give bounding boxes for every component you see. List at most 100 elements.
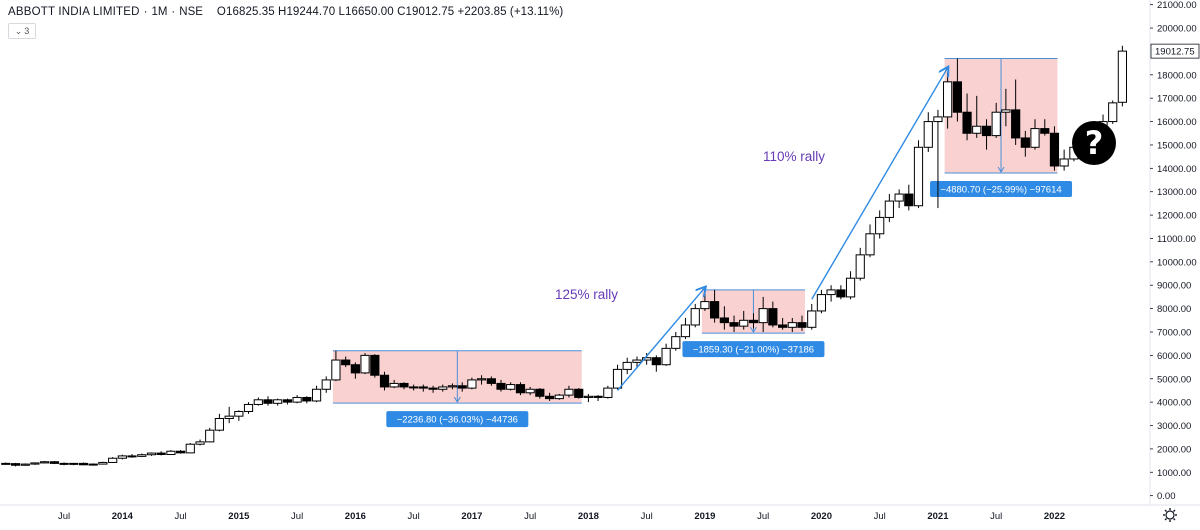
candle-body [166,450,176,455]
candle-body [865,233,875,256]
interval-label[interactable]: 1M [151,6,168,18]
candle-body [409,386,419,389]
candle-body [525,388,535,394]
candle-body [156,452,166,456]
candle-body [544,395,555,400]
candle-body [797,322,807,328]
candle-body [515,384,526,394]
gear-icon-tooth [1164,518,1167,521]
candle-body [768,308,778,326]
x-tick-label: Jul [291,511,303,522]
range-box-measure-arrow-1 [453,396,461,404]
candle-body [603,387,613,398]
question-mark-icon [1072,121,1116,165]
x-tick-label: 2018 [578,511,599,522]
candle-body [418,386,428,389]
x-tick-label: 2022 [1044,511,1065,522]
ohlc-readout: O16825.35 H19244.70 L16650.00 C19012.75 … [217,6,563,18]
candle-body [88,463,98,466]
indicators-toggle-button[interactable]: ⌄ 3 [8,23,36,39]
open-value: 16825.35 [225,6,275,18]
candle-body [49,461,60,464]
candle-body [360,354,370,374]
y-tick-label: 10000.00 [1157,257,1197,268]
candle-body [1117,50,1127,103]
candle-body [1001,109,1011,113]
x-tick-label: Jul [990,511,1002,522]
candle-body [108,457,118,463]
candle-body [787,322,797,328]
candle-body [292,396,302,403]
candle-body [894,193,904,202]
high-value: 19244.70 [286,6,336,18]
change-value: +2203.85 (+13.11%) [457,6,564,18]
y-tick-label: 6000.00 [1157,351,1191,362]
candle-body [350,364,360,374]
question-mark-glyph: ? [1085,124,1104,162]
y-tick-label: 13000.00 [1157,187,1197,198]
candle-body [913,146,924,207]
candle-body [370,354,380,376]
chart-header: ABBOTT INDIA LIMITED · 1M · NSE O16825.3… [8,4,563,20]
x-tick-label: Jul [641,511,653,522]
candle-body [758,308,768,324]
dot-sep-1: · [143,6,148,18]
y-tick-label: 5000.00 [1157,374,1191,385]
candle-body [671,336,681,349]
y-tick-label: 8000.00 [1157,304,1191,315]
candle-body [661,347,671,366]
y-tick-label: 9000.00 [1157,281,1191,292]
candle-body [709,301,720,319]
candle-body [564,388,574,396]
candle-body [554,394,564,400]
indicator-count: 3 [24,26,30,36]
candle-body [78,462,89,466]
candle-body [185,443,195,454]
candle-body [933,116,943,123]
rally-label-2: 110% rally [763,149,825,164]
candle-body [972,125,982,134]
candle-body [321,379,331,390]
symbol-name[interactable]: ABBOTT INDIA LIMITED [8,6,140,18]
candle-body [506,384,516,390]
candle-body [612,368,623,389]
chevron-down-icon: ⌄ [14,25,23,36]
candle-body [739,319,749,327]
candle-body [137,454,147,457]
rally-arrow-2 [811,68,948,300]
candle-body [836,289,846,298]
candle-body [117,455,127,459]
candle-body [855,254,865,279]
x-tick-label: 2020 [811,511,832,522]
candle-body [98,461,108,465]
y-tick-label: 3000.00 [1157,421,1191,432]
high-label: H [278,6,287,18]
candle-body [127,455,137,458]
candle-body [845,277,856,298]
range-box-label-bg-3 [930,181,1073,198]
range-box-label-3: −4880.70 (−25.99%) −97614 [940,185,1061,196]
candle-body [40,461,50,464]
candle-body [816,294,827,312]
x-tick-label: 2014 [112,511,134,522]
x-tick-label: Jul [175,511,187,522]
candle-body [923,121,933,148]
candle-body [1020,137,1030,148]
candle-body [341,359,351,366]
candle-body [981,125,992,137]
annotations-layer: 125% rally 110% rally? [555,68,1116,391]
candle-body [943,81,953,118]
range-box-label-bg-1 [386,411,529,428]
candle-body [1108,102,1118,123]
candle-body [59,462,69,465]
y-tick-label: 1000.00 [1157,468,1191,479]
candle-body [535,388,545,397]
candle-body [69,462,79,465]
range-box-label-bg-2 [682,341,825,358]
candle-body [195,441,205,445]
gear-icon-tooth [1164,509,1167,512]
candle-body [243,403,254,412]
y-tick-label: 12000.00 [1157,211,1197,222]
